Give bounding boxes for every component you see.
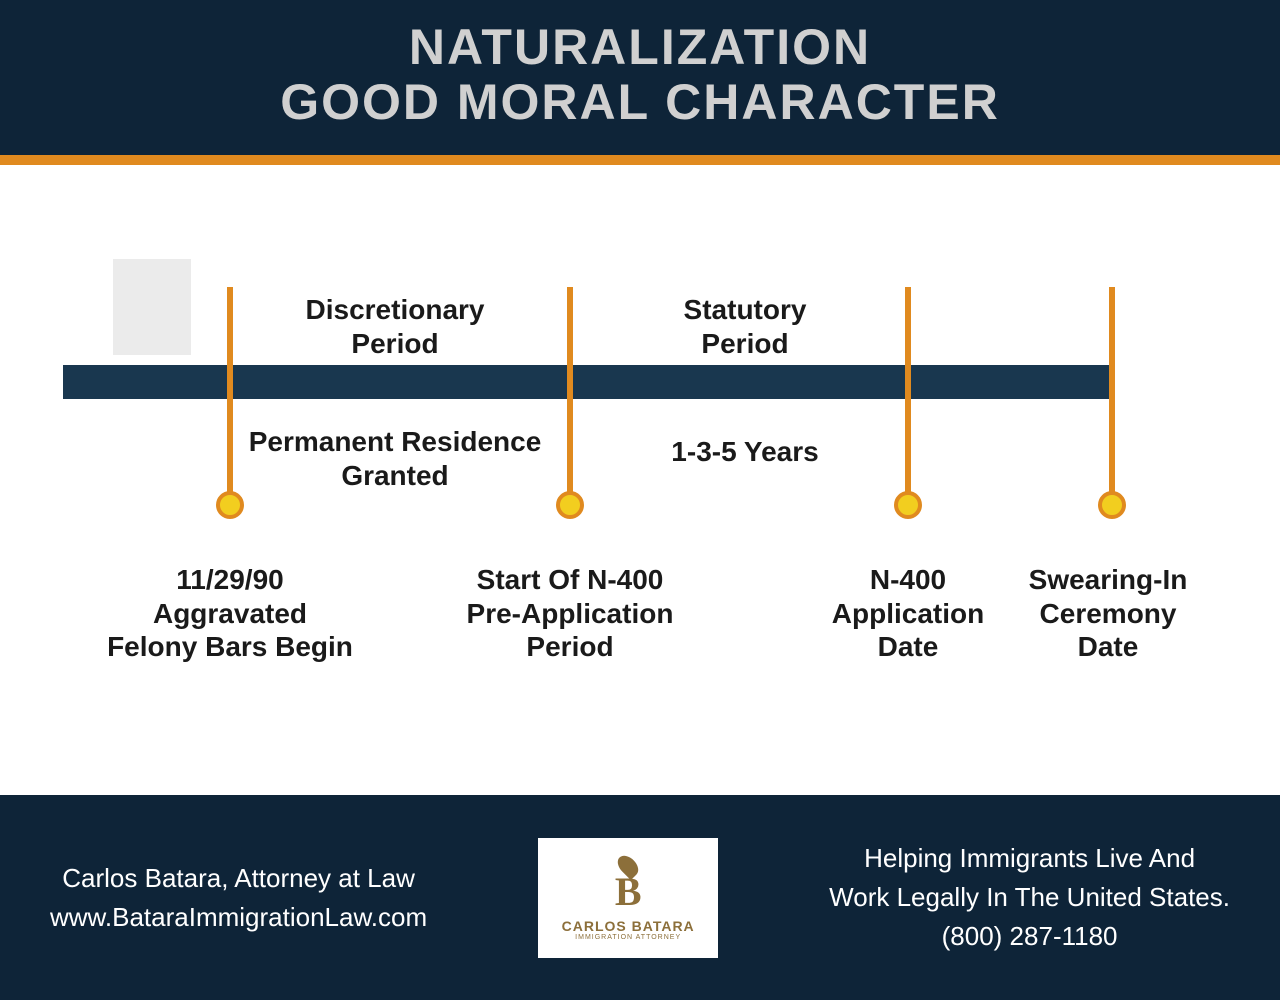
footer: Carlos Batara, Attorney at Law www.Batar… [0, 795, 1280, 1000]
timeline-marker [567, 287, 573, 505]
timeline-label: 1-3-5 Years [575, 435, 915, 469]
timeline-label: StatutoryPeriod [575, 293, 915, 360]
tagline-1: Helping Immigrants Live And [829, 839, 1230, 878]
accent-bar [0, 155, 1280, 165]
website-url: www.BataraImmigrationLaw.com [50, 898, 427, 937]
logo-name: CARLOS BATARA [562, 918, 695, 934]
attorney-name: Carlos Batara, Attorney at Law [50, 859, 427, 898]
timeline-marker-dot [894, 491, 922, 519]
timeline-label: Swearing-InCeremonyDate [938, 563, 1278, 664]
page-title: NATURALIZATION GOOD MORAL CHARACTER [0, 20, 1280, 130]
timeline-marker-dot [556, 491, 584, 519]
phone-number: (800) 287-1180 [829, 917, 1230, 956]
timeline-marker-dot [216, 491, 244, 519]
footer-left: Carlos Batara, Attorney at Law www.Batar… [50, 859, 427, 937]
logo: B CARLOS BATARA IMMIGRATION ATTORNEY [538, 838, 718, 958]
timeline-bar [63, 365, 1115, 399]
header: NATURALIZATION GOOD MORAL CHARACTER [0, 0, 1280, 155]
footer-right: Helping Immigrants Live And Work Legally… [829, 839, 1230, 956]
timeline-marker [1109, 287, 1115, 505]
timeline-label: 11/29/90AggravatedFelony Bars Begin [60, 563, 400, 664]
timeline-label: Start Of N-400Pre-ApplicationPeriod [400, 563, 740, 664]
title-line2: GOOD MORAL CHARACTER [0, 75, 1280, 130]
timeline-marker-dot [1098, 491, 1126, 519]
timeline-label: Permanent ResidenceGranted [225, 425, 565, 492]
tagline-2: Work Legally In The United States. [829, 878, 1230, 917]
timeline-label: DiscretionaryPeriod [225, 293, 565, 360]
decorative-box [113, 259, 191, 355]
title-line1: NATURALIZATION [0, 20, 1280, 75]
logo-subtitle: IMMIGRATION ATTORNEY [575, 934, 681, 941]
timeline-area: DiscretionaryPeriodStatutoryPeriodPerman… [0, 165, 1280, 795]
